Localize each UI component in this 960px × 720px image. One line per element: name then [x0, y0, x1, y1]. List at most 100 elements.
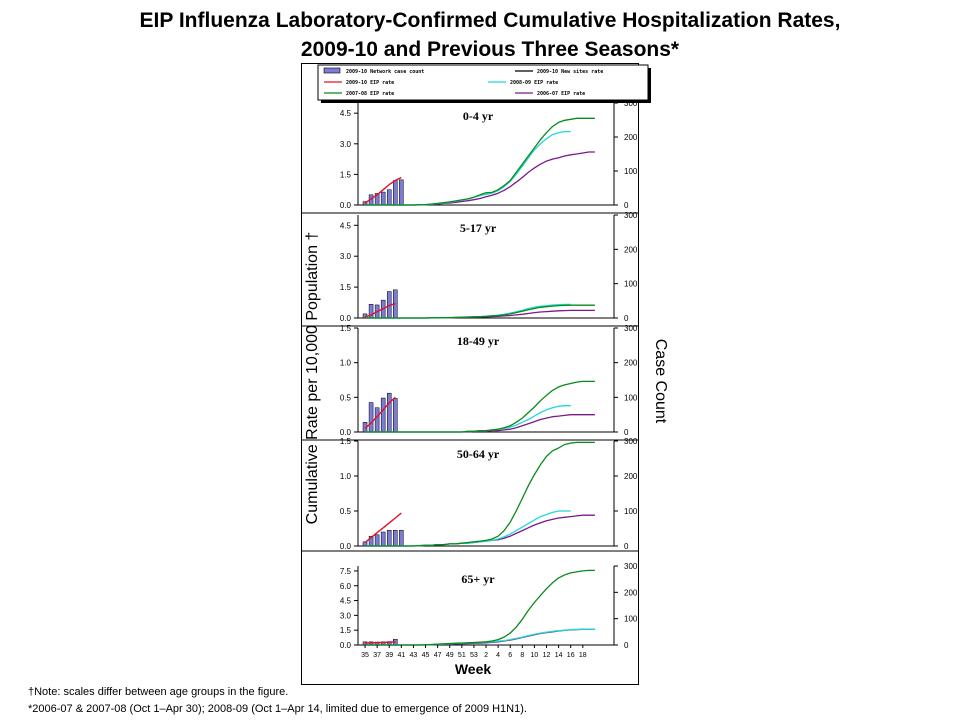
age-group-label: 50-64 yr: [457, 447, 500, 461]
series-line-2006-07: [365, 414, 595, 433]
legend-entry-label: 2009-10 Network case count: [346, 69, 424, 75]
y-left-tick-label: 0.0: [340, 201, 352, 210]
x-axis-label: Week: [455, 661, 492, 677]
y-right-tick-label: 300: [624, 437, 638, 446]
x-tick-label: 39: [385, 652, 393, 659]
x-tick-label: 41: [397, 652, 405, 659]
series-line-2007-08: [365, 569, 595, 646]
y-left-tick-label: 1.0: [340, 472, 352, 481]
footnote-scales: †Note: scales differ between age groups …: [28, 686, 289, 698]
y-right-tick-label: 100: [624, 167, 638, 176]
y-left-tick-label: 3.0: [340, 140, 352, 149]
case-count-bar: [386, 392, 392, 433]
case-count-bar: [380, 531, 386, 547]
y-left-tick-label: 0.0: [340, 428, 352, 437]
title-line-1: EIP Influenza Laboratory-Confirmed Cumul…: [139, 9, 841, 32]
legend-entry-label: 2008-09 EIP rate: [510, 80, 558, 86]
x-tick-label: 35: [361, 652, 369, 659]
case-count-bar: [368, 402, 374, 433]
y-left-tick-label: 4.5: [340, 597, 352, 606]
title-line-2: 2009-10 and Previous Three Seasons*: [300, 38, 680, 61]
y-right-tick-label: 100: [624, 280, 638, 289]
y-left-tick-label: 4.5: [340, 221, 352, 230]
case-count-bar: [380, 191, 386, 206]
y-right-tick-label: 0: [624, 201, 629, 210]
y-right-tick-label: 200: [624, 472, 638, 481]
y-left-tick-label: 7.5: [340, 567, 352, 576]
case-count-bar: [374, 407, 380, 433]
y-left-tick-label: 1.5: [340, 324, 352, 333]
y-right-tick-label: 300: [624, 211, 638, 220]
x-tick-label: 10: [531, 652, 539, 659]
y-left-tick-label: 0.5: [340, 393, 352, 402]
series-line-2007-08: [365, 380, 595, 433]
case-count-bar: [380, 397, 386, 433]
series-line-2009-10: [364, 512, 402, 544]
x-tick-label: 47: [434, 652, 442, 659]
age-group-label: 18-49 yr: [457, 334, 500, 348]
age-group-label: 5-17 yr: [460, 221, 497, 235]
x-tick-label: 53: [470, 652, 478, 659]
y-right-tick-label: 0: [624, 641, 629, 650]
y-left-tick-label: 6.0: [340, 582, 352, 591]
y-right-tick-label: 100: [624, 393, 638, 402]
legend-entry-label: 2007-08 EIP rate: [346, 91, 394, 97]
y-left-tick-label: 3.0: [340, 252, 352, 261]
legend-entry-label: 2009-10 New sites rate: [537, 69, 603, 75]
y-left-axis-label: Cumulative Rate per 10,000 Population †: [304, 232, 321, 525]
legend-swatch-bar: [323, 67, 341, 74]
y-left-tick-label: 4.5: [340, 109, 352, 118]
y-right-tick-label: 200: [624, 359, 638, 368]
y-right-tick-label: 200: [624, 133, 638, 142]
x-tick-label: 8: [520, 652, 524, 659]
x-tick-label: 2: [484, 652, 488, 659]
footnote-seasons: *2006-07 & 2007-08 (Oct 1–Apr 30); 2008-…: [28, 703, 527, 715]
y-left-tick-label: 0.0: [340, 542, 352, 551]
y-right-axis-label: Case Count: [652, 339, 669, 424]
y-left-tick-label: 1.5: [340, 437, 352, 446]
case-count-bar: [393, 530, 398, 547]
y-right-tick-label: 0: [624, 428, 629, 437]
y-right-tick-label: 100: [624, 615, 638, 624]
series-line-2009-10: [364, 641, 396, 644]
series-line-2007-08: [365, 441, 595, 547]
case-count-bar: [399, 179, 404, 206]
y-right-tick-label: 300: [624, 562, 638, 571]
y-left-tick-label: 1.5: [340, 170, 352, 179]
case-count-bar: [374, 534, 380, 547]
chart-title: EIP Influenza Laboratory-Confirmed Cumul…: [0, 6, 960, 64]
age-group-label: 65+ yr: [461, 572, 495, 586]
x-tick-label: 4: [496, 652, 500, 659]
case-count-bar: [386, 530, 392, 547]
y-left-tick-label: 1.0: [340, 359, 352, 368]
legend-entry-label: 2006-07 EIP rate: [537, 91, 585, 97]
y-right-tick-label: 100: [624, 507, 638, 516]
y-left-tick-label: 0.5: [340, 507, 352, 516]
series-line-2009-10: [364, 396, 396, 430]
y-right-tick-label: 200: [624, 588, 638, 597]
y-right-tick-label: 300: [624, 99, 638, 108]
x-tick-label: 43: [410, 652, 418, 659]
series-line-2007-08: [365, 304, 595, 319]
y-right-tick-label: 200: [624, 245, 638, 254]
y-left-tick-label: 0.0: [340, 641, 352, 650]
x-tick-label: 16: [567, 652, 575, 659]
x-tick-label: 12: [543, 652, 551, 659]
y-left-tick-label: 3.0: [340, 611, 352, 620]
y-left-tick-label: 1.5: [340, 626, 352, 635]
x-tick-label: 49: [446, 652, 454, 659]
y-left-tick-label: 0.0: [340, 314, 352, 323]
legend-box: [317, 64, 649, 101]
figure-frame: [301, 63, 639, 685]
case-count-bar: [393, 180, 398, 206]
series-line-2007-08: [365, 117, 595, 206]
y-right-tick-label: 300: [624, 324, 638, 333]
x-tick-label: 6: [508, 652, 512, 659]
age-group-label: 0-4 yr: [463, 109, 494, 123]
series-line-2009-10: [364, 176, 402, 204]
x-tick-label: 18: [579, 652, 587, 659]
x-tick-label: 51: [458, 652, 466, 659]
series-line-2009-10: [364, 302, 396, 318]
x-tick-label: 14: [555, 652, 563, 659]
